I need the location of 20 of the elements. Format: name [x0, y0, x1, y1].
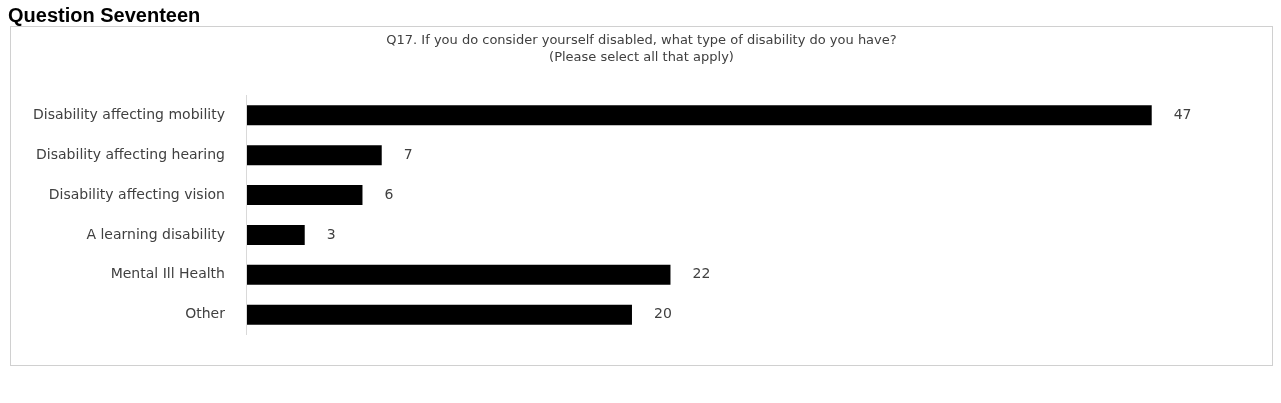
y-tick-label: A learning disability: [86, 225, 225, 242]
bar: [246, 185, 363, 206]
bar: [246, 105, 1152, 126]
bar: [246, 264, 671, 285]
bar: [246, 304, 632, 325]
data-label: 22: [692, 265, 711, 282]
y-tick-label: Disability affecting hearing: [36, 145, 225, 162]
y-tick-label: Mental Ill Health: [110, 265, 225, 282]
bar: [246, 145, 382, 166]
y-tick-label: Other: [185, 305, 226, 322]
bar: [246, 224, 305, 245]
data-label: 47: [1173, 105, 1192, 122]
data-label: 20: [653, 305, 672, 322]
chart-subtitle: Q17. If you do consider yourself disabled, what type of disability do you have? (Please select all that apply): [385, 31, 898, 65]
y-tick-label: Disability affecting vision: [48, 185, 225, 202]
data-label: 7: [403, 145, 413, 162]
data-label: 3: [326, 225, 336, 242]
chart-title: Question Seventeen: [8, 4, 202, 26]
y-tick-label: Disability affecting mobility: [33, 105, 225, 122]
data-label: 6: [384, 185, 394, 202]
